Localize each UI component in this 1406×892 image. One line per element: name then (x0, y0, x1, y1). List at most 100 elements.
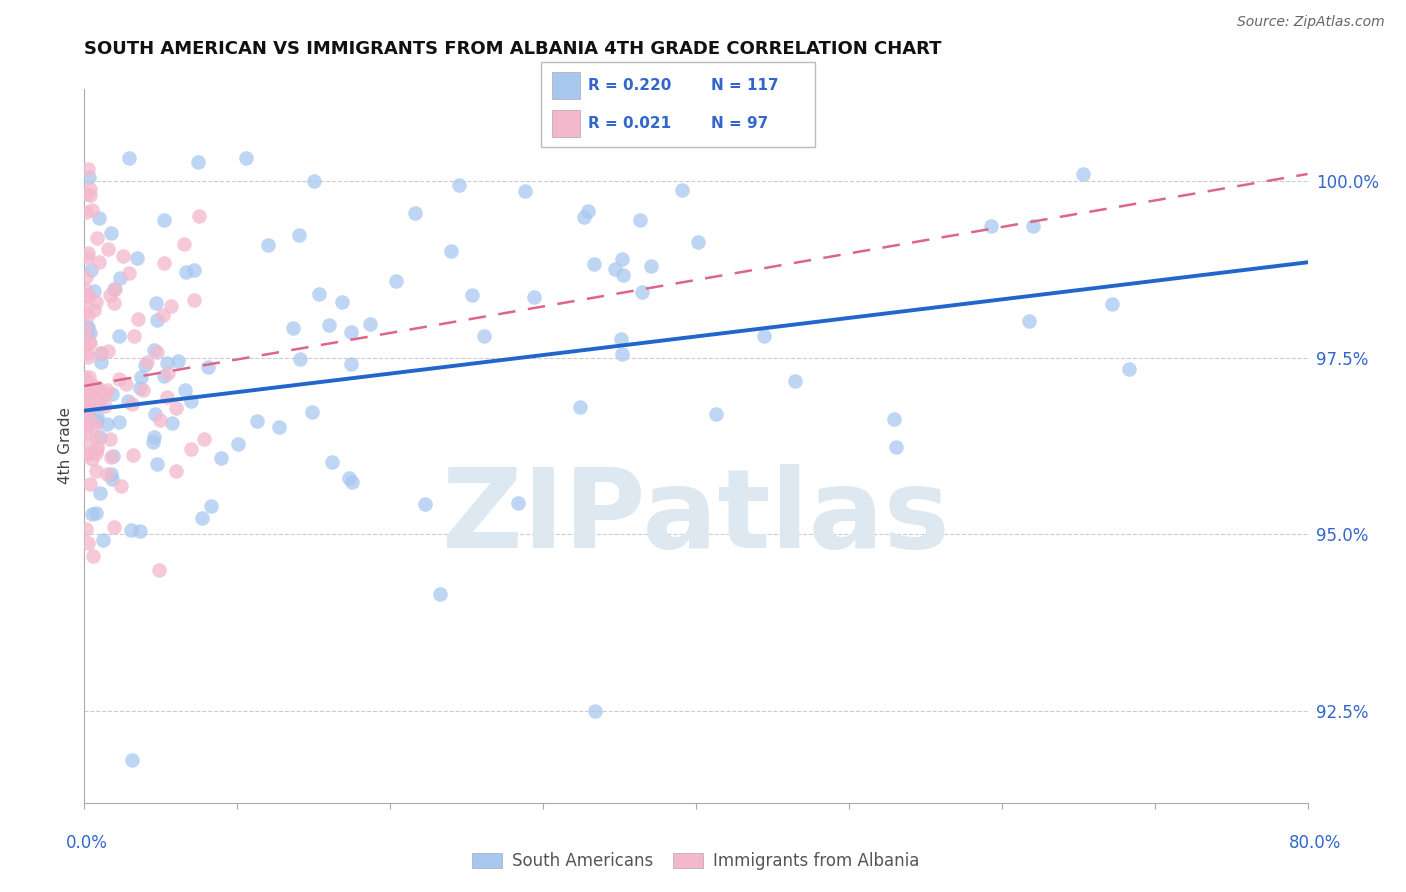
Point (226, 437, 249, 451)
Point (576, 203, 599, 218)
Point (156, 390, 179, 404)
Point (79, 392, 101, 407)
Point (339, 470, 361, 484)
Point (631, 285, 654, 299)
Point (167, 354, 190, 368)
Point (79, 446, 101, 460)
Point (83, 379, 105, 393)
Point (80, 398, 103, 412)
Point (80, 262, 103, 277)
Point (148, 563, 170, 577)
Point (752, 329, 775, 343)
Point (115, 377, 138, 392)
Point (79, 384, 101, 399)
Point (75, 269, 97, 284)
Point (111, 249, 134, 263)
Point (360, 317, 382, 331)
Point (79, 326, 101, 340)
Point (132, 383, 155, 397)
Point (108, 372, 131, 386)
Point (706, 408, 728, 422)
Point (104, 282, 127, 296)
Point (117, 394, 139, 409)
Point (980, 219, 1002, 234)
Point (145, 313, 167, 327)
Point (160, 299, 183, 313)
Text: SOUTH AMERICAN VS IMMIGRANTS FROM ALBANIA 4TH GRADE CORRELATION CHART: SOUTH AMERICAN VS IMMIGRANTS FROM ALBANI… (84, 40, 942, 58)
Point (87, 211, 110, 225)
Text: N = 117: N = 117 (711, 78, 779, 93)
Point (245, 414, 267, 428)
Point (612, 268, 634, 282)
Point (79, 477, 101, 491)
Point (90, 355, 112, 369)
Point (605, 262, 627, 277)
Point (110, 271, 132, 285)
Point (461, 288, 484, 302)
Point (447, 178, 470, 192)
Point (152, 308, 174, 322)
Point (100, 467, 122, 481)
Point (143, 343, 166, 357)
Point (145, 457, 167, 471)
Point (165, 401, 187, 415)
Point (583, 257, 606, 271)
Point (75, 402, 97, 417)
Point (143, 407, 166, 421)
Point (82, 549, 104, 563)
Point (75, 339, 97, 353)
Point (90, 346, 112, 360)
Point (288, 227, 311, 242)
Point (152, 369, 174, 384)
Point (304, 173, 326, 187)
Point (84, 429, 107, 443)
Point (96, 417, 118, 431)
Point (75, 305, 97, 319)
Point (76, 392, 98, 407)
Point (568, 401, 591, 415)
Point (107, 329, 129, 343)
Point (75, 523, 97, 537)
Point (180, 442, 202, 456)
Point (103, 281, 125, 295)
Point (76, 250, 98, 264)
Point (80, 451, 103, 466)
Point (283, 321, 305, 335)
Point (145, 344, 167, 359)
Point (342, 475, 364, 489)
Point (77, 169, 100, 184)
Point (209, 450, 232, 465)
Point (75, 282, 97, 296)
Point (561, 103, 583, 118)
Point (77, 308, 100, 322)
Point (79, 412, 101, 426)
Point (142, 435, 165, 450)
Point (640, 259, 662, 273)
Point (89, 486, 111, 500)
Point (125, 251, 148, 265)
Point (82, 507, 104, 521)
Point (86, 414, 108, 428)
Point (183, 293, 205, 307)
Point (86, 230, 108, 244)
Point (76, 374, 98, 388)
Point (79, 188, 101, 202)
Point (86, 442, 108, 456)
Point (174, 264, 197, 278)
Point (193, 433, 215, 447)
Point (77, 289, 100, 303)
Point (76, 161, 98, 176)
Point (97, 344, 120, 359)
Text: Source: ZipAtlas.com: Source: ZipAtlas.com (1237, 15, 1385, 29)
Point (96, 467, 118, 481)
Point (83, 302, 105, 317)
Point (75, 323, 97, 337)
Point (153, 256, 176, 270)
Point (610, 252, 633, 266)
Point (128, 380, 150, 394)
Point (90, 346, 112, 360)
Point (89, 384, 111, 399)
Point (101, 472, 124, 486)
Point (75, 434, 97, 449)
Point (288, 351, 311, 366)
